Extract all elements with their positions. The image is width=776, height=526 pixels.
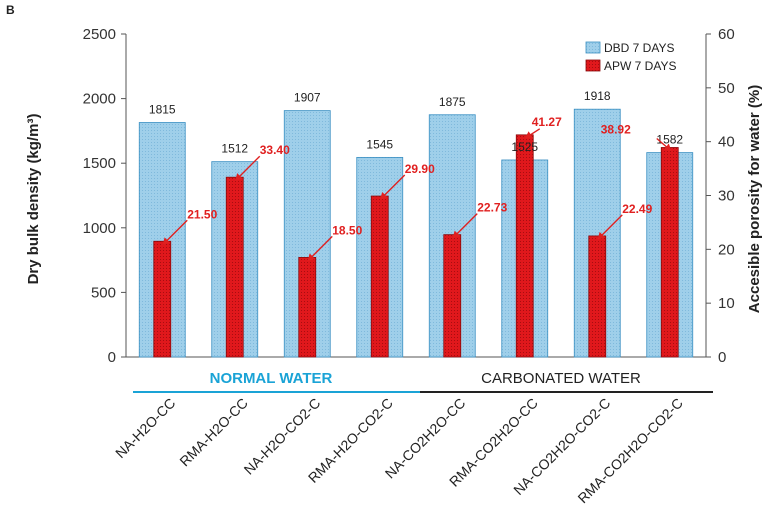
y-tick-label: 2000	[83, 91, 116, 108]
apw-value-label: 33.40	[260, 143, 290, 157]
panel-label: B	[6, 3, 15, 17]
apw-arrow	[452, 213, 478, 239]
apw-bar	[515, 134, 534, 358]
plot-area: 0 500 1000 1500 2000 2500 0 10 20 30 40 50 60 1815 151…	[83, 26, 735, 506]
apw-value-label: 21.50	[187, 207, 217, 221]
apw-value-label: 38.92	[601, 122, 631, 136]
group-label: NORMAL WATER	[210, 370, 333, 387]
dbd-value-label: 1907	[294, 91, 321, 105]
apw-value-label: 22.49	[622, 202, 652, 216]
y-tick-label: 2500	[83, 26, 116, 43]
apw-value-label: 29.90	[405, 162, 435, 176]
legend-swatch-apw	[585, 59, 601, 72]
dbd-value-label: 1525	[511, 140, 538, 154]
apw-arrow	[656, 137, 672, 152]
apw-value-label: 22.73	[477, 201, 507, 215]
y2-tick-label: 0	[718, 349, 726, 366]
y2-tick-label: 40	[718, 134, 735, 151]
dbd-value-label: 1815	[149, 103, 176, 117]
category-label: NA-H2O-CO2-C	[241, 395, 324, 478]
y2-tick-label: 10	[718, 295, 735, 312]
y2-axis-title: Accesible porosity for water (%)	[746, 85, 763, 313]
y-axis-title: Dry bulk density (kg/m³)	[25, 114, 42, 285]
category-label: NA-H2O-CC	[112, 395, 178, 461]
y2-tick-label: 60	[718, 26, 735, 43]
apw-bar	[660, 147, 679, 358]
apw-bar	[225, 176, 244, 358]
y-tick-label: 500	[91, 284, 116, 301]
apw-arrow	[162, 219, 188, 245]
apw-arrow	[524, 128, 541, 139]
apw-arrow	[307, 235, 333, 262]
apw-arrow	[597, 214, 623, 240]
y2-tick-label: 50	[718, 80, 735, 97]
apw-value-label: 41.27	[532, 115, 562, 129]
apw-bar	[443, 234, 462, 358]
group-label: CARBONATED WATER	[481, 370, 641, 387]
y2-tick-label: 30	[718, 188, 735, 205]
dbd-value-label: 1918	[584, 89, 611, 103]
y-tick-label: 1000	[83, 220, 116, 237]
dbd-value-label: 1582	[656, 133, 683, 147]
legend-label-apw: APW 7 DAYS	[604, 59, 676, 73]
y-tick-label: 1500	[83, 155, 116, 172]
apw-arrow	[235, 155, 261, 181]
dbd-value-label: 1545	[366, 137, 393, 151]
apw-value-label: 18.50	[332, 223, 362, 237]
legend-label-dbd: DBD 7 DAYS	[604, 41, 674, 55]
apw-arrow	[380, 174, 406, 200]
apw-bar	[370, 195, 389, 358]
dbd-value-label: 1512	[221, 142, 248, 156]
apw-bar	[153, 240, 172, 358]
y2-tick-label: 20	[718, 241, 735, 258]
dbd-value-label: 1875	[439, 95, 466, 109]
category-label: RMA-H2O-CC	[176, 395, 251, 470]
apw-bar	[298, 257, 317, 358]
apw-bar	[588, 235, 607, 358]
y-tick-label: 0	[108, 349, 116, 366]
legend-swatch-dbd	[585, 41, 601, 54]
